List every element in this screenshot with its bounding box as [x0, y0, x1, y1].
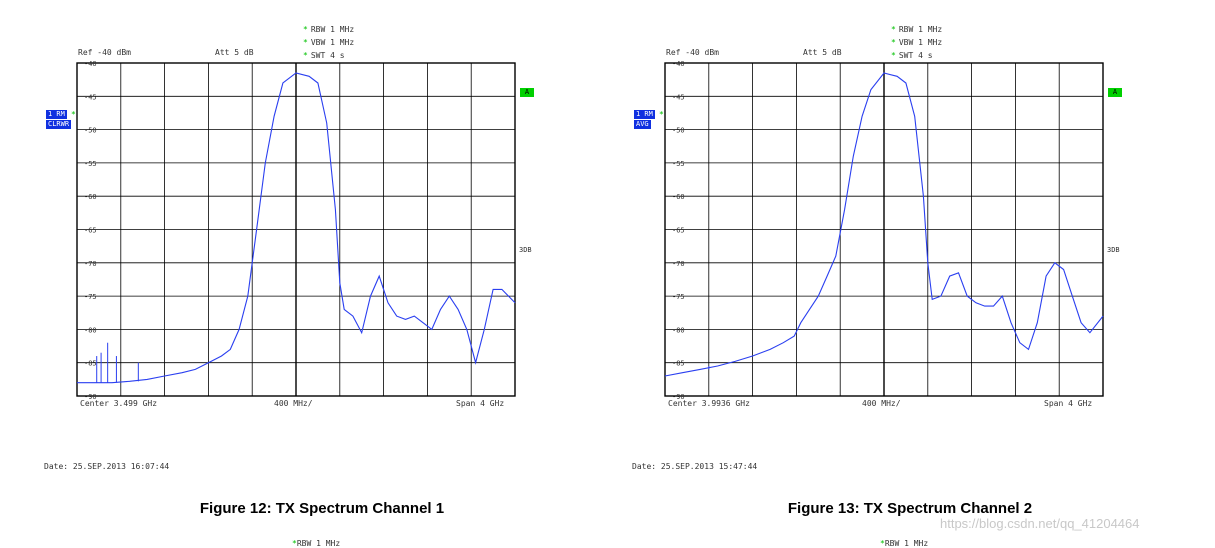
- detector-mode-tag: AVG: [634, 120, 651, 129]
- y-tick-label: -85: [84, 360, 97, 368]
- division-label: 400 MHz/: [274, 399, 313, 408]
- cut-off-text: RBW 1 MHz: [884, 539, 929, 548]
- detector-mode-tag: CLRWR: [46, 120, 72, 129]
- figure-caption: Figure 13: TX Spectrum Channel 2: [787, 500, 1033, 517]
- side-3db-label: 3DB: [519, 246, 532, 254]
- watermark-text: https://blog.csdn.net/qq_41204464: [940, 516, 1140, 531]
- spectrum-trace-line: [664, 72, 1104, 377]
- spectrum-panel-1: * RBW 1 MHz * VBW 1 MHz * SWT 4 s Ref -40 d…: [0, 0, 600, 548]
- swt-setting: SWT 4 s: [898, 51, 933, 60]
- star-icon: *: [880, 539, 885, 548]
- y-tick-label: -50: [672, 127, 685, 135]
- vbw-setting: VBW 1 MHz: [898, 38, 943, 47]
- settings-block: * RBW 1 MHz * VBW 1 MHz * SWT 4 s: [303, 23, 354, 62]
- center-frequency-label: Center 3.499 GHz: [80, 399, 158, 408]
- spectrum-trace-line: [77, 72, 516, 384]
- y-tick-label: -45: [84, 93, 97, 101]
- settings-block: * RBW 1 MHz * VBW 1 MHz * SWT 4 s: [891, 23, 942, 62]
- y-tick-label: -40: [672, 60, 685, 68]
- marker-a-tag: A: [520, 88, 534, 97]
- trace-mode-tag: 1 RM: [46, 110, 67, 119]
- y-tick-label: -90: [84, 393, 97, 401]
- y-tick-label: -65: [84, 227, 97, 235]
- star-icon: *: [71, 110, 76, 119]
- attenuation-label: Att 5 dB: [215, 48, 254, 57]
- vbw-setting: VBW 1 MHz: [310, 38, 355, 47]
- marker-a-tag: A: [1108, 88, 1122, 97]
- y-tick-label: -75: [672, 293, 685, 301]
- date-label: Date: 25.SEP.2013 16:07:44: [44, 462, 170, 471]
- y-tick-label: -55: [672, 160, 685, 168]
- division-label: 400 MHz/: [862, 399, 901, 408]
- y-tick-label: -90: [672, 393, 685, 401]
- spectrum-plot: -40 -45 -50 -55 -60 -65 -70 -75 -80 -85 -90: [664, 60, 1104, 401]
- star-icon: *: [292, 539, 297, 548]
- y-tick-label: -60: [84, 193, 97, 201]
- spectrum-panel-2: * RBW 1 MHz * VBW 1 MHz * SWT 4 s Ref -40 d…: [588, 0, 1188, 548]
- ref-level-label: Ref -40 dBm: [666, 48, 719, 57]
- star-icon: *: [659, 110, 664, 119]
- spectrum-plot: -40 -45 -50 -55 -60 -65 -70 -75 -80 -85 -90: [76, 60, 516, 401]
- y-tick-label: -65: [672, 227, 685, 235]
- figure-caption: Figure 12: TX Spectrum Channel 1: [199, 500, 445, 517]
- rbw-setting: RBW 1 MHz: [898, 25, 943, 34]
- star-icon: *: [303, 25, 308, 34]
- y-tick-label: -55: [84, 160, 97, 168]
- attenuation-label: Att 5 dB: [803, 48, 842, 57]
- side-3db-label: 3DB: [1107, 246, 1120, 254]
- y-tick-label: -80: [84, 326, 97, 334]
- y-tick-label: -45: [672, 93, 685, 101]
- y-tick-label: -80: [672, 326, 685, 334]
- y-tick-label: -60: [672, 193, 685, 201]
- star-icon: *: [303, 38, 308, 47]
- y-tick-label: -70: [672, 260, 685, 268]
- y-tick-label: -70: [84, 260, 97, 268]
- star-icon: *: [891, 51, 896, 60]
- plot-frame: [76, 62, 516, 397]
- y-tick-label: -40: [84, 60, 97, 68]
- center-frequency-label: Center 3.9936 GHz: [668, 399, 750, 408]
- star-icon: *: [891, 25, 896, 34]
- y-tick-label: -50: [84, 127, 97, 135]
- swt-setting: SWT 4 s: [310, 51, 345, 60]
- ref-level-label: Ref -40 dBm: [78, 48, 131, 57]
- cut-off-text: RBW 1 MHz: [296, 539, 341, 548]
- y-tick-label: -85: [672, 360, 685, 368]
- star-icon: *: [891, 38, 896, 47]
- y-tick-label: -75: [84, 293, 97, 301]
- date-label: Date: 25.SEP.2013 15:47:44: [632, 462, 758, 471]
- trace-mode-tag: 1 RM: [634, 110, 655, 119]
- span-label: Span 4 GHz: [1044, 399, 1093, 408]
- plot-frame: [664, 62, 1104, 397]
- rbw-setting: RBW 1 MHz: [310, 25, 355, 34]
- star-icon: *: [303, 51, 308, 60]
- span-label: Span 4 GHz: [456, 399, 505, 408]
